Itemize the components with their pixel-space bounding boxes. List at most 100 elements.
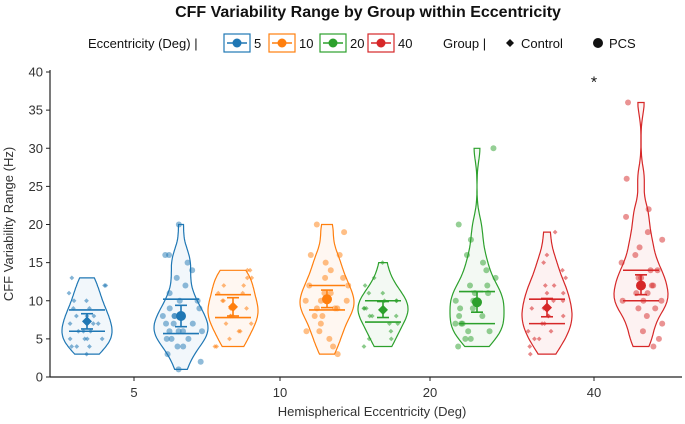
- y-tick-label: 10: [29, 293, 43, 308]
- x-tick-label: 20: [423, 385, 437, 400]
- x-axis: Hemispherical Eccentricity (Deg) 5 10 20 40: [130, 377, 601, 419]
- data-point-circle: [469, 305, 476, 312]
- data-point-circle: [655, 335, 662, 342]
- data-point-circle: [180, 343, 187, 350]
- legend-item-ecc-10: 10: [268, 33, 313, 53]
- data-point-diamond: [536, 336, 542, 342]
- data-point-circle: [457, 305, 464, 312]
- data-point-diamond: [527, 344, 533, 349]
- y-axis-label: CFF Variability Range (Hz): [1, 147, 16, 301]
- data-point-circle: [163, 320, 170, 327]
- data-point-circle: [171, 313, 178, 319]
- data-point-diamond: [387, 321, 392, 327]
- data-point-diamond: [215, 290, 221, 296]
- data-point-diamond: [247, 267, 253, 273]
- data-point-circle: [452, 320, 459, 327]
- legend-label: 5: [254, 36, 261, 51]
- data-point-circle: [322, 274, 329, 281]
- data-point-circle: [166, 252, 173, 258]
- data-point-circle: [164, 351, 171, 358]
- legend: Eccentricity (Deg) | 5 10 20 40 Group | Con…: [88, 33, 636, 53]
- data-point-diamond: [70, 305, 76, 311]
- x-tick-label: 40: [587, 385, 601, 400]
- data-point-circle: [643, 313, 650, 319]
- violin-20-control: [357, 260, 409, 349]
- violin-20-pcs: [449, 145, 505, 350]
- data-point-circle: [343, 297, 350, 304]
- data-point-circle: [639, 328, 646, 335]
- plot-area: [49, 70, 682, 378]
- data-point-diamond: [90, 321, 96, 327]
- data-point-circle: [185, 335, 192, 342]
- data-point-circle: [196, 305, 203, 312]
- legend-item-group-pcs: PCS: [593, 36, 636, 51]
- data-point-diamond: [388, 328, 394, 334]
- violin-5-pcs: [153, 221, 209, 373]
- data-point-circle: [452, 297, 459, 304]
- data-point-circle: [650, 282, 657, 289]
- data-point-circle: [302, 297, 309, 304]
- mean-marker-diamond: [542, 302, 552, 313]
- y-tick-label: 35: [29, 103, 43, 118]
- data-point-circle: [163, 335, 170, 342]
- data-point-circle: [330, 343, 337, 350]
- data-point-diamond: [244, 305, 249, 311]
- data-point-circle: [170, 320, 177, 327]
- data-point-circle: [659, 320, 666, 327]
- data-point-circle: [625, 99, 632, 106]
- data-point-circle: [467, 335, 474, 342]
- data-point-circle: [316, 328, 323, 335]
- data-point-diamond: [361, 344, 367, 349]
- data-point-diamond: [532, 336, 537, 342]
- data-point-circle: [326, 335, 333, 342]
- data-point-diamond: [248, 321, 254, 327]
- data-point-circle: [303, 328, 310, 335]
- data-point-circle: [619, 297, 626, 304]
- data-point-diamond: [361, 305, 367, 311]
- data-point-diamond: [362, 283, 368, 288]
- data-point-circle: [632, 252, 639, 258]
- data-point-circle: [636, 244, 643, 251]
- legend-swatch-dot: [232, 38, 242, 48]
- data-point-diamond: [369, 313, 375, 319]
- data-point-circle: [166, 305, 173, 312]
- data-point-circle: [189, 267, 196, 274]
- legend-swatch-dot: [277, 38, 287, 48]
- legend-label: Control: [521, 36, 563, 51]
- data-point-circle: [486, 328, 493, 335]
- data-point-diamond: [393, 313, 399, 319]
- data-point-diamond: [87, 344, 92, 349]
- data-point-diamond: [551, 283, 557, 288]
- data-point-circle: [175, 366, 182, 373]
- data-point-diamond: [67, 336, 73, 342]
- data-point-circle: [484, 282, 491, 289]
- data-point-diamond: [84, 298, 89, 304]
- data-point-circle: [480, 259, 487, 266]
- data-point-diamond: [560, 290, 566, 296]
- data-point-diamond: [548, 328, 554, 334]
- data-point-circle: [462, 335, 469, 342]
- data-point-diamond: [223, 321, 229, 327]
- data-point-diamond: [380, 290, 386, 296]
- mean-marker-diamond: [228, 301, 238, 312]
- y-tick-label: 25: [29, 179, 43, 194]
- data-point-diamond: [388, 336, 394, 342]
- data-point-circle: [175, 221, 182, 228]
- data-point-circle: [311, 313, 318, 319]
- legend-diamond-icon: [506, 39, 514, 47]
- data-point-circle: [635, 274, 642, 281]
- mean-marker-circle: [322, 294, 332, 305]
- data-point-circle: [644, 229, 651, 236]
- y-tick-label: 20: [29, 217, 43, 232]
- legend-label: 40: [398, 36, 412, 51]
- data-point-diamond: [380, 260, 385, 266]
- mean-marker-circle: [176, 311, 186, 321]
- data-point-diamond: [74, 313, 79, 319]
- mean-marker-circle: [636, 280, 646, 291]
- data-point-circle: [340, 274, 347, 281]
- y-tick-label: 0: [36, 370, 43, 385]
- mean-marker-circle: [472, 297, 482, 308]
- data-point-diamond: [563, 275, 569, 281]
- legend-item-group-control: Control: [506, 36, 563, 51]
